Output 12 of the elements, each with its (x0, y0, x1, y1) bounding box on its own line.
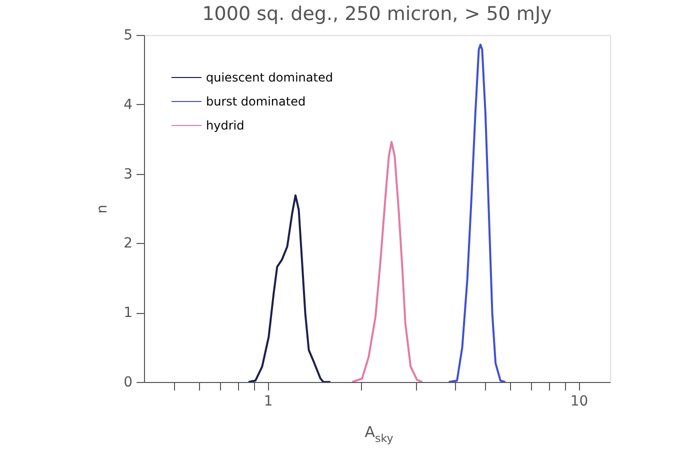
y-tick-label: 2 (124, 236, 132, 252)
chart-title: 1000 sq. deg., 250 micron, > 50 mJy (202, 3, 552, 25)
y-axis-title: n (94, 204, 111, 214)
y-tick-label: 3 (124, 166, 132, 182)
legend-label: burst dominated (206, 94, 306, 108)
x-tick-label: 10 (570, 394, 588, 410)
legend-label: hydrid (206, 118, 244, 132)
legend-label: quiescent dominated (206, 70, 333, 84)
y-tick-label: 0 (124, 374, 132, 390)
y-tick-label: 1 (124, 305, 132, 322)
y-tick-label: 4 (124, 96, 133, 113)
y-tick-label: 5 (124, 28, 132, 44)
